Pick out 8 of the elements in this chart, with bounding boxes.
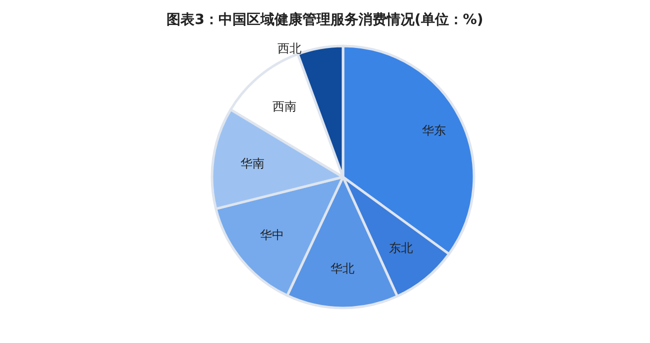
slice-label: 东北 [389, 241, 414, 256]
chart-title: 图表3：中国区域健康管理服务消费情况(单位：%) [166, 11, 484, 28]
slice-label: 西南 [272, 99, 297, 114]
slice-label: 西北 [278, 42, 302, 56]
slice-label: 华北 [330, 262, 354, 276]
slice-label: 华东 [422, 124, 446, 138]
slice-label: 华南 [240, 156, 264, 171]
slice-label: 华中 [260, 228, 284, 242]
